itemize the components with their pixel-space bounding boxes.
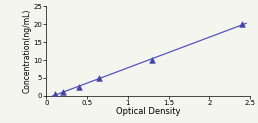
Point: [150, 59, 155, 61]
Y-axis label: Concentration(ng/mL): Concentration(ng/mL): [23, 9, 32, 93]
Point: [61, 91, 65, 93]
Point: [53, 93, 57, 95]
Point: [77, 86, 81, 88]
Point: [240, 23, 244, 25]
X-axis label: Optical Density: Optical Density: [116, 108, 181, 116]
Point: [97, 77, 101, 79]
